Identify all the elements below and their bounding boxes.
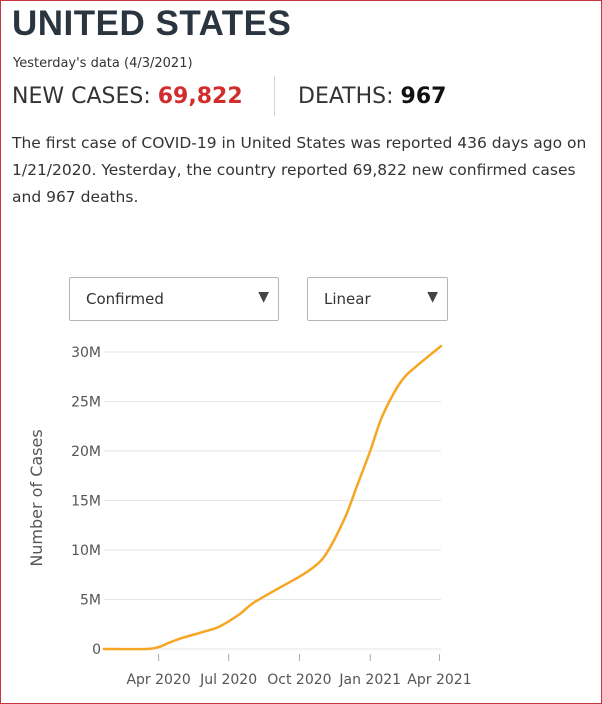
summary-text: The first case of COVID-19 in United Sta… xyxy=(12,134,587,206)
y-axis-label: Number of Cases xyxy=(27,429,46,566)
y-tick-label: 0 xyxy=(92,642,101,658)
x-tick-label: Jan 2021 xyxy=(338,672,401,688)
new-cases-stat: NEW CASES: 69,822 xyxy=(12,84,243,109)
new-cases-value: 69,822 xyxy=(157,84,243,109)
y-tick-label: 10M xyxy=(71,543,101,559)
metric-dropdown[interactable]: Confirmed ▼ xyxy=(69,277,279,321)
data-date: Yesterday's data (4/3/2021) xyxy=(13,56,193,71)
y-tick-label: 5M xyxy=(80,593,101,609)
deaths-stat: DEATHS: 967 xyxy=(298,84,446,109)
cases-series-line xyxy=(102,344,443,651)
x-tick-label: Jul 2020 xyxy=(199,672,257,688)
x-axis: Apr 2020 Jul 2020 Oct 2020 Jan 2021 Apr 2021 xyxy=(126,654,472,688)
deaths-value: 967 xyxy=(400,84,447,109)
y-tick-label: 30M xyxy=(71,345,101,361)
x-tick-label: Oct 2020 xyxy=(267,672,331,688)
chart-grid xyxy=(104,351,441,650)
x-tick-label: Apr 2020 xyxy=(126,672,190,688)
x-tick-label: Apr 2021 xyxy=(407,672,471,688)
scale-dropdown-value: Linear xyxy=(324,290,371,308)
scale-dropdown[interactable]: Linear ▼ xyxy=(307,277,448,321)
caret-down-icon: ▼ xyxy=(258,289,269,305)
y-tick-label: 20M xyxy=(71,444,101,460)
page-title: UNITED STATES xyxy=(12,4,292,43)
caret-down-icon: ▼ xyxy=(427,289,438,305)
metric-dropdown-value: Confirmed xyxy=(86,290,164,308)
y-axis: 0 5M 10M 15M 20M 25M 30M xyxy=(71,345,101,658)
y-tick-label: 15M xyxy=(71,494,101,510)
y-tick-label: 25M xyxy=(71,395,101,411)
stats-divider xyxy=(274,76,275,116)
new-cases-label: NEW CASES: xyxy=(12,84,158,109)
deaths-label: DEATHS: xyxy=(298,84,401,109)
